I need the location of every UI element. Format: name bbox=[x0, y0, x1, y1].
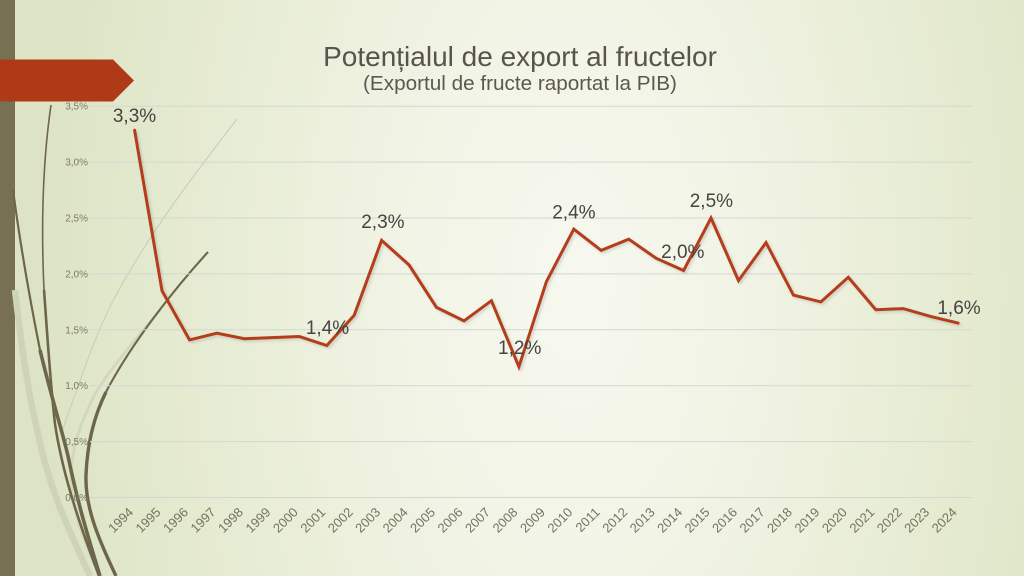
svg-text:2,5%: 2,5% bbox=[690, 191, 733, 212]
svg-text:2004: 2004 bbox=[380, 505, 411, 536]
svg-text:2013: 2013 bbox=[627, 505, 658, 536]
svg-text:2021: 2021 bbox=[846, 505, 877, 536]
svg-text:1,2%: 1,2% bbox=[498, 338, 541, 359]
svg-text:2022: 2022 bbox=[874, 505, 905, 536]
svg-text:2024: 2024 bbox=[929, 505, 960, 536]
svg-text:2023: 2023 bbox=[901, 505, 932, 536]
svg-text:2020: 2020 bbox=[819, 505, 850, 536]
svg-text:1,5%: 1,5% bbox=[65, 325, 88, 336]
svg-text:2,0%: 2,0% bbox=[661, 242, 704, 263]
svg-text:1997: 1997 bbox=[187, 505, 218, 536]
svg-text:1994: 1994 bbox=[105, 505, 136, 536]
svg-text:2009: 2009 bbox=[517, 505, 548, 536]
svg-text:1,4%: 1,4% bbox=[306, 318, 349, 339]
svg-text:2012: 2012 bbox=[599, 505, 630, 536]
svg-text:2,5%: 2,5% bbox=[65, 214, 88, 225]
svg-text:2006: 2006 bbox=[435, 505, 466, 536]
svg-text:2,3%: 2,3% bbox=[361, 212, 404, 233]
svg-text:2005: 2005 bbox=[407, 505, 438, 536]
svg-text:0,0%: 0,0% bbox=[65, 493, 88, 504]
svg-text:2000: 2000 bbox=[270, 505, 301, 536]
svg-text:2001: 2001 bbox=[297, 505, 328, 536]
svg-text:2008: 2008 bbox=[489, 505, 520, 536]
svg-text:2016: 2016 bbox=[709, 505, 740, 536]
svg-text:2015: 2015 bbox=[682, 505, 713, 536]
svg-text:2003: 2003 bbox=[352, 505, 383, 536]
svg-text:2011: 2011 bbox=[572, 505, 602, 535]
svg-text:1996: 1996 bbox=[160, 505, 191, 536]
svg-text:2002: 2002 bbox=[325, 505, 356, 536]
svg-text:2018: 2018 bbox=[764, 505, 795, 536]
svg-text:1,6%: 1,6% bbox=[937, 298, 980, 319]
svg-text:2010: 2010 bbox=[544, 505, 575, 536]
svg-text:0,5%: 0,5% bbox=[65, 437, 88, 448]
svg-text:2017: 2017 bbox=[737, 505, 768, 536]
svg-text:3,0%: 3,0% bbox=[65, 158, 88, 169]
svg-text:1999: 1999 bbox=[242, 505, 273, 536]
svg-text:2,0%: 2,0% bbox=[65, 269, 88, 280]
svg-text:1,0%: 1,0% bbox=[65, 381, 88, 392]
svg-text:3,3%: 3,3% bbox=[113, 106, 156, 127]
svg-text:2019: 2019 bbox=[791, 505, 822, 536]
svg-text:1998: 1998 bbox=[215, 505, 246, 536]
svg-text:2,4%: 2,4% bbox=[552, 203, 595, 224]
svg-text:2007: 2007 bbox=[462, 505, 493, 536]
svg-text:2014: 2014 bbox=[654, 505, 685, 536]
svg-text:1995: 1995 bbox=[133, 505, 164, 536]
svg-text:3,5%: 3,5% bbox=[65, 102, 88, 113]
